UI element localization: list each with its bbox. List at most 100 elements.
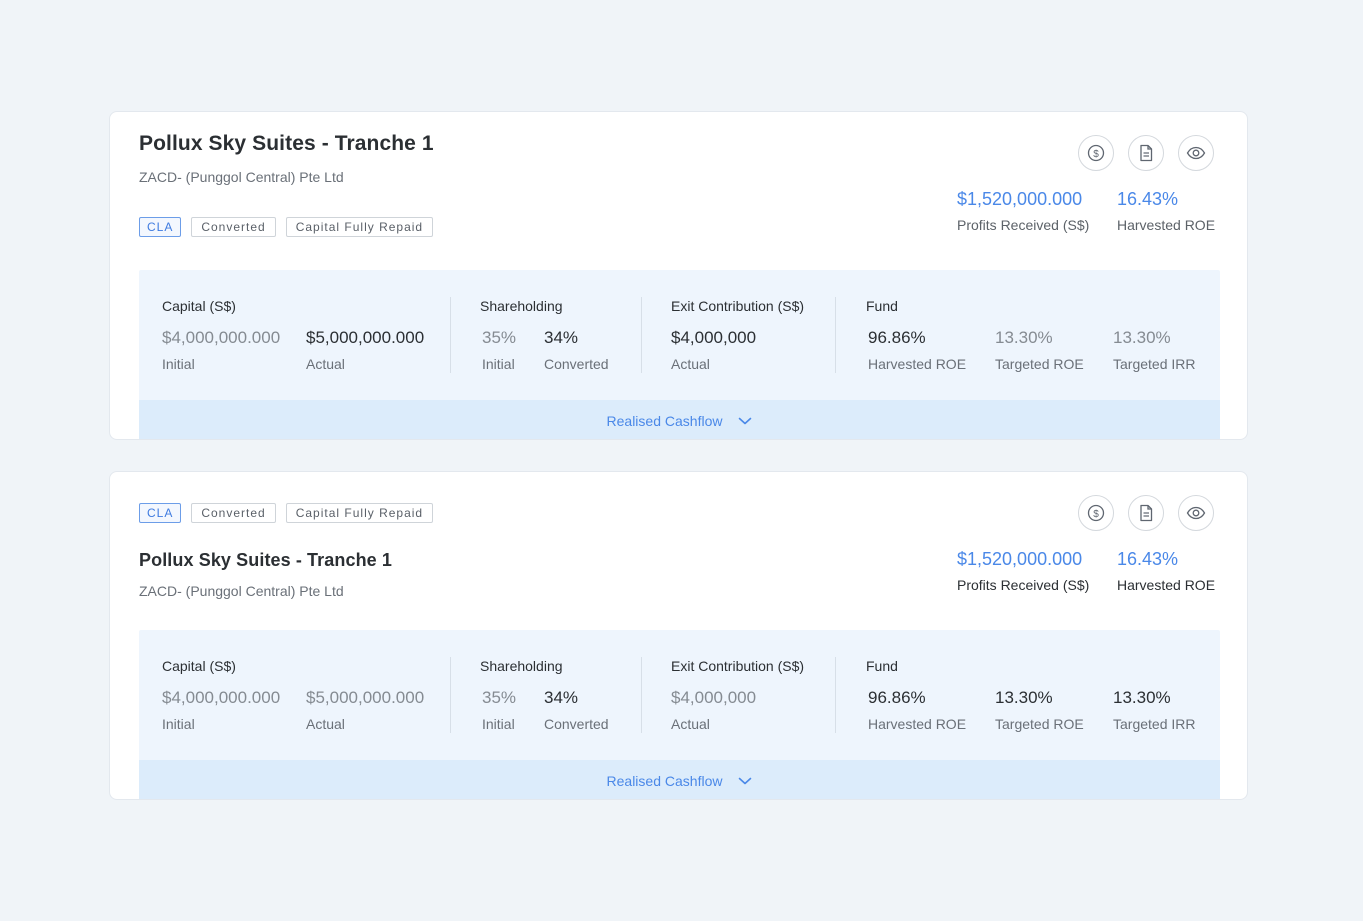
stats-panel: Capital (S$) $4,000,000.000 Initial $5,0…: [139, 270, 1220, 400]
view-button[interactable]: [1178, 495, 1214, 531]
fund-targeted-roe-value: 13.30%: [995, 328, 1053, 347]
shareholding-initial-label: Initial: [482, 356, 515, 372]
cashflow-button[interactable]: $: [1078, 135, 1114, 171]
shareholding-initial-label: Initial: [482, 716, 515, 732]
capital-title: Capital (S$): [162, 298, 236, 314]
tag-list: CLA Converted Capital Fully Repaid: [139, 503, 434, 523]
fund-harvested-label: Harvested ROE: [868, 716, 967, 732]
document-icon: [1140, 504, 1153, 522]
shareholding-converted-label: Converted: [544, 716, 609, 732]
profits-received: $1,520,000.000 Profits Received (S$): [957, 549, 1089, 593]
exit-actual-value: $4,000,000: [671, 328, 757, 347]
harvested-roe: 16.43% Harvested ROE: [1117, 549, 1215, 593]
roe-value: 16.43%: [1117, 549, 1179, 569]
capital-actual-value: $5,000,000.000: [306, 688, 425, 707]
shareholding-converted-value: 34%: [544, 688, 579, 707]
eye-icon: [1186, 506, 1206, 520]
fund-group: Fund 96.86% Harvested ROE 13.30% Targete…: [866, 658, 1195, 732]
company-name: ZACD- (Punggol Central) Pte Ltd: [139, 169, 344, 185]
fund-title: Fund: [866, 298, 898, 314]
fund-targeted-roe-value: 13.30%: [995, 688, 1053, 707]
tag-converted: Converted: [191, 503, 276, 523]
tag-cla: CLA: [139, 217, 182, 237]
profits-received: $1,520,000.000 Profits Received (S$): [957, 189, 1089, 233]
document-button[interactable]: [1128, 495, 1164, 531]
fund-targeted-irr-label: Targeted IRR: [1113, 356, 1196, 372]
dollar-icon: $: [1087, 504, 1105, 522]
exit-actual-value: $4,000,000: [671, 688, 757, 707]
project-title: Pollux Sky Suites - Tranche 1: [139, 132, 434, 155]
capital-initial-label: Initial: [162, 716, 195, 732]
project-title: Pollux Sky Suites - Tranche 1: [139, 550, 392, 570]
tag-cla: CLA: [139, 503, 182, 523]
capital-actual-value: $5,000,000.000: [306, 328, 425, 347]
shareholding-converted-label: Converted: [544, 356, 609, 372]
cashflow-label: Realised Cashflow: [606, 413, 723, 429]
shareholding-initial-value: 35%: [482, 688, 517, 707]
tag-capital-fully-repaid: Capital Fully Repaid: [285, 503, 434, 523]
capital-actual-label: Actual: [306, 716, 345, 732]
divider: [835, 657, 836, 733]
roe-value: 16.43%: [1117, 189, 1179, 209]
svg-text:$: $: [1093, 509, 1099, 520]
profits-label: Profits Received (S$): [957, 217, 1090, 233]
shareholding-group: Shareholding 35% Initial 34% Converted: [480, 298, 609, 372]
tag-converted: Converted: [191, 217, 276, 237]
eye-icon: [1186, 146, 1206, 160]
realised-cashflow-toggle[interactable]: Realised Cashflow: [139, 760, 1220, 799]
divider: [450, 657, 451, 733]
fund-harvested-value: 96.86%: [868, 328, 926, 347]
tag-capital-fully-repaid: Capital Fully Repaid: [285, 217, 434, 237]
document-icon: [1140, 144, 1153, 162]
capital-group: Capital (S$) $4,000,000.000 Initial $5,0…: [162, 658, 424, 732]
shareholding-group: Shareholding 35% Initial 34% Converted: [480, 658, 609, 732]
profits-value: $1,520,000.000: [957, 189, 1083, 209]
shareholding-title: Shareholding: [480, 298, 563, 314]
capital-title: Capital (S$): [162, 658, 236, 674]
tag-list: CLA Converted Capital Fully Repaid: [139, 217, 434, 237]
profits-value: $1,520,000.000: [957, 549, 1083, 569]
fund-group: Fund 96.86% Harvested ROE 13.30% Targete…: [866, 298, 1195, 372]
action-icons: $: [1078, 135, 1214, 171]
exit-actual-label: Actual: [671, 716, 710, 732]
exit-contribution-group: Exit Contribution (S$) $4,000,000 Actual: [671, 658, 805, 732]
exit-contribution-group: Exit Contribution (S$) $4,000,000 Actual: [671, 298, 805, 372]
divider: [641, 297, 642, 373]
shareholding-title: Shareholding: [480, 658, 563, 674]
chevron-down-icon: [739, 777, 752, 785]
company-name: ZACD- (Punggol Central) Pte Ltd: [139, 583, 344, 599]
shareholding-converted-value: 34%: [544, 328, 579, 347]
exit-title: Exit Contribution (S$): [671, 298, 805, 314]
cashflow-button[interactable]: $: [1078, 495, 1114, 531]
fund-title: Fund: [866, 658, 898, 674]
roe-label: Harvested ROE: [1117, 217, 1216, 233]
fund-targeted-roe-label: Targeted ROE: [995, 716, 1084, 732]
fund-harvested-value: 96.86%: [868, 688, 926, 707]
project-card: CLA Converted Capital Fully Repaid Pollu…: [109, 471, 1248, 800]
action-icons: $: [1078, 495, 1214, 531]
shareholding-initial-value: 35%: [482, 328, 517, 347]
fund-harvested-label: Harvested ROE: [868, 356, 967, 372]
cashflow-label: Realised Cashflow: [606, 773, 723, 789]
divider: [835, 297, 836, 373]
exit-title: Exit Contribution (S$): [671, 658, 805, 674]
capital-initial-label: Initial: [162, 356, 195, 372]
project-card: Pollux Sky Suites - Tranche 1 ZACD- (Pun…: [109, 111, 1248, 440]
realised-cashflow-toggle[interactable]: Realised Cashflow: [139, 400, 1220, 439]
capital-initial-value: $4,000,000.000: [162, 328, 281, 347]
harvested-roe: 16.43% Harvested ROE: [1117, 189, 1215, 233]
divider: [450, 297, 451, 373]
fund-targeted-roe-label: Targeted ROE: [995, 356, 1084, 372]
fund-targeted-irr-value: 13.30%: [1113, 328, 1171, 347]
dollar-icon: $: [1087, 144, 1105, 162]
svg-text:$: $: [1093, 149, 1099, 160]
fund-targeted-irr-label: Targeted IRR: [1113, 716, 1196, 732]
chevron-down-icon: [739, 417, 752, 425]
capital-initial-value: $4,000,000.000: [162, 688, 281, 707]
stats-panel: Capital (S$) $4,000,000.000 Initial $5,0…: [139, 630, 1220, 760]
capital-actual-label: Actual: [306, 356, 345, 372]
capital-group: Capital (S$) $4,000,000.000 Initial $5,0…: [162, 298, 424, 372]
document-button[interactable]: [1128, 135, 1164, 171]
profits-label: Profits Received (S$): [957, 577, 1090, 593]
view-button[interactable]: [1178, 135, 1214, 171]
